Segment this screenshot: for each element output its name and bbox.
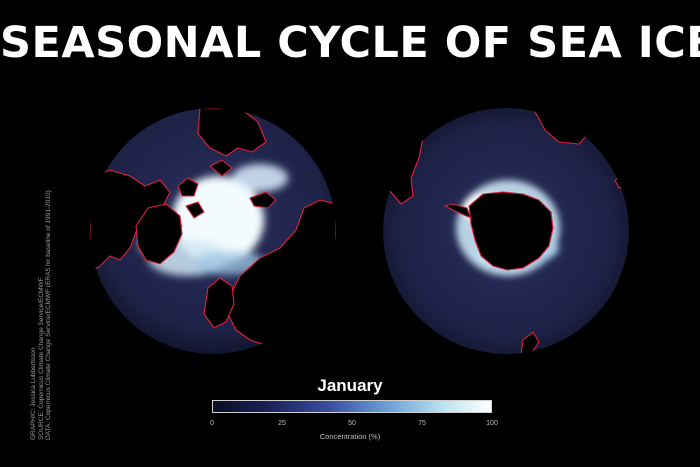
colorbar-tick: 25 (278, 420, 286, 427)
colorbar-tick: 75 (418, 420, 426, 427)
colorbar-label: Concentration (%) (319, 432, 381, 441)
arctic-map (90, 108, 336, 354)
arctic-globe (90, 108, 336, 354)
colorbar-tick: 0 (210, 420, 214, 427)
colorbar-tick: 50 (348, 420, 356, 427)
antarctic-map (383, 108, 629, 354)
month-label: January (317, 376, 383, 395)
colorbar-ticks: 0 25 50 75 100 (210, 420, 498, 430)
concentration-colorbar (212, 400, 492, 413)
antarctic-globe (383, 108, 629, 354)
colorbar-tick: 100 (486, 420, 498, 427)
antarctic-peninsula (443, 203, 472, 219)
antarctica (468, 191, 554, 271)
page-title: SEASONAL CYCLE OF SEA ICE (0, 18, 700, 68)
